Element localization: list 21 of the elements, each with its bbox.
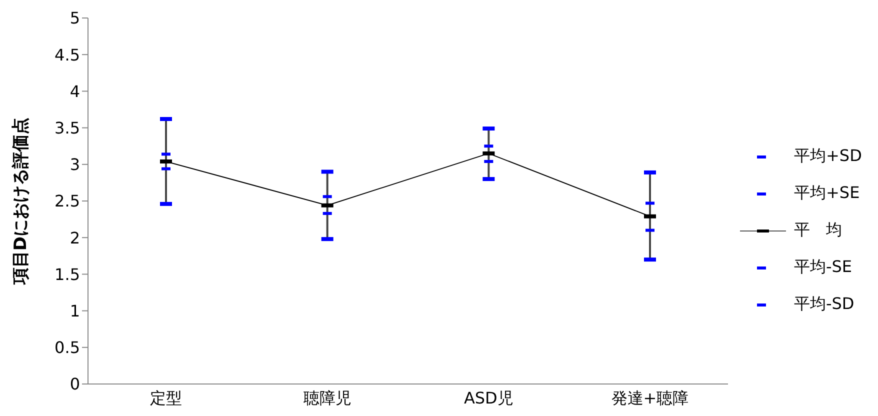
y-tick-label: 0 <box>70 374 80 394</box>
x-tick-label: 定型 <box>150 388 182 408</box>
y-tick-label: 0.5 <box>54 338 80 358</box>
y-tick-label: 1 <box>70 301 80 320</box>
legend-label: 平 均 <box>794 220 842 241</box>
x-tick-label: ASD児 <box>464 388 514 408</box>
y-tick-label: 4 <box>70 82 80 101</box>
y-tick-label: 1.5 <box>54 264 80 284</box>
y-tick-label: 5 <box>70 8 80 28</box>
y-tick-label: 2 <box>70 228 80 248</box>
y-axis-title: 項目Dにおける評価点 <box>11 117 32 286</box>
y-tick-label: 3.5 <box>54 118 80 138</box>
x-tick-label: 聴障児 <box>303 388 352 408</box>
x-tick-label: 発達+聴障 <box>611 388 689 408</box>
legend-label: 平均-SE <box>794 257 852 278</box>
legend-label: 平均+SD <box>794 146 862 167</box>
y-tick-label: 3 <box>70 155 80 174</box>
legend-label: 平均-SD <box>794 294 854 315</box>
y-tick-label: 4.5 <box>54 45 80 64</box>
y-tick-label: 2.5 <box>54 192 80 211</box>
legend-label: 平均+SE <box>794 183 860 204</box>
